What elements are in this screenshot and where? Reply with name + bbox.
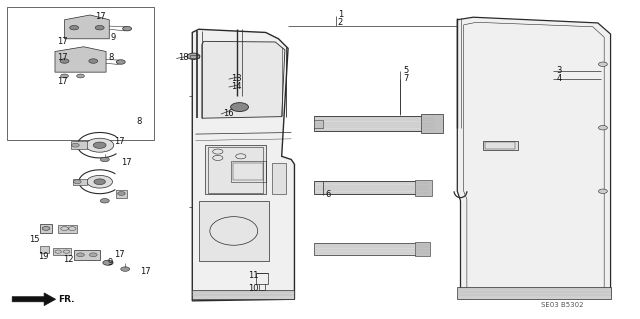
Text: 9: 9 <box>108 258 113 267</box>
Text: 17: 17 <box>57 53 67 62</box>
Text: FR.: FR. <box>58 295 75 304</box>
Polygon shape <box>12 293 56 306</box>
Bar <box>421 114 444 133</box>
Bar <box>314 120 323 128</box>
Circle shape <box>42 226 50 230</box>
Text: 13: 13 <box>230 74 241 83</box>
Text: 17: 17 <box>57 38 67 47</box>
Bar <box>314 116 435 131</box>
Circle shape <box>187 53 200 59</box>
Circle shape <box>89 59 98 63</box>
Bar <box>73 179 87 185</box>
Text: 8: 8 <box>108 53 113 62</box>
Bar <box>232 163 263 180</box>
Bar <box>40 224 52 233</box>
Bar <box>53 249 71 255</box>
Text: 17: 17 <box>95 12 106 21</box>
Circle shape <box>100 198 109 203</box>
Bar <box>314 181 429 195</box>
Bar <box>189 55 199 58</box>
Circle shape <box>60 59 69 63</box>
Circle shape <box>77 253 84 257</box>
Polygon shape <box>458 17 611 299</box>
Bar <box>116 190 127 197</box>
Circle shape <box>74 180 81 184</box>
Bar <box>71 141 87 149</box>
Bar <box>314 243 429 255</box>
Circle shape <box>70 26 79 30</box>
Bar <box>58 225 77 233</box>
Circle shape <box>123 26 132 31</box>
Text: 11: 11 <box>248 271 259 280</box>
Bar <box>205 145 266 195</box>
Polygon shape <box>202 41 285 118</box>
Text: 17: 17 <box>140 267 150 276</box>
Circle shape <box>598 62 607 66</box>
Text: 12: 12 <box>63 255 74 264</box>
Circle shape <box>90 253 97 257</box>
Text: 1: 1 <box>338 11 343 19</box>
Text: 10: 10 <box>248 284 259 293</box>
Circle shape <box>77 74 84 78</box>
Circle shape <box>121 267 130 271</box>
Bar <box>415 242 431 256</box>
Text: 5: 5 <box>403 66 408 75</box>
Text: 14: 14 <box>230 82 241 91</box>
Text: 8: 8 <box>136 117 141 126</box>
Bar <box>208 147 262 193</box>
Bar <box>7 7 154 140</box>
Text: 17: 17 <box>121 158 131 167</box>
Text: 15: 15 <box>29 235 40 244</box>
Circle shape <box>598 125 607 130</box>
Polygon shape <box>55 47 106 72</box>
Circle shape <box>95 26 104 30</box>
Circle shape <box>116 60 125 64</box>
Circle shape <box>100 157 109 162</box>
Circle shape <box>61 74 68 78</box>
Bar <box>230 161 266 182</box>
Text: 17: 17 <box>115 137 125 145</box>
Circle shape <box>93 142 106 148</box>
Text: 18: 18 <box>178 53 189 62</box>
Circle shape <box>103 260 113 265</box>
Circle shape <box>87 175 113 188</box>
Bar <box>40 246 49 253</box>
Circle shape <box>72 143 79 147</box>
Text: SE03 B5302: SE03 B5302 <box>541 302 584 308</box>
Bar <box>192 290 294 299</box>
Bar <box>458 286 611 299</box>
Circle shape <box>118 192 125 196</box>
Text: 4: 4 <box>556 74 561 83</box>
Circle shape <box>230 103 248 112</box>
Bar <box>415 180 433 196</box>
Bar <box>256 273 268 284</box>
Text: 17: 17 <box>57 77 67 86</box>
Text: 17: 17 <box>115 250 125 259</box>
Bar <box>484 142 515 149</box>
Bar <box>198 201 269 261</box>
Text: 6: 6 <box>325 190 330 199</box>
Circle shape <box>86 138 114 152</box>
Text: 3: 3 <box>556 66 562 75</box>
Circle shape <box>598 189 607 194</box>
Text: 7: 7 <box>403 74 408 83</box>
Circle shape <box>94 179 106 185</box>
Text: 16: 16 <box>223 109 234 118</box>
Polygon shape <box>192 29 294 301</box>
Polygon shape <box>65 15 109 39</box>
Text: 9: 9 <box>111 33 116 42</box>
Text: 2: 2 <box>338 19 343 27</box>
Text: 19: 19 <box>38 252 48 261</box>
Bar <box>74 250 100 260</box>
Bar <box>272 163 286 195</box>
Bar <box>483 141 518 150</box>
